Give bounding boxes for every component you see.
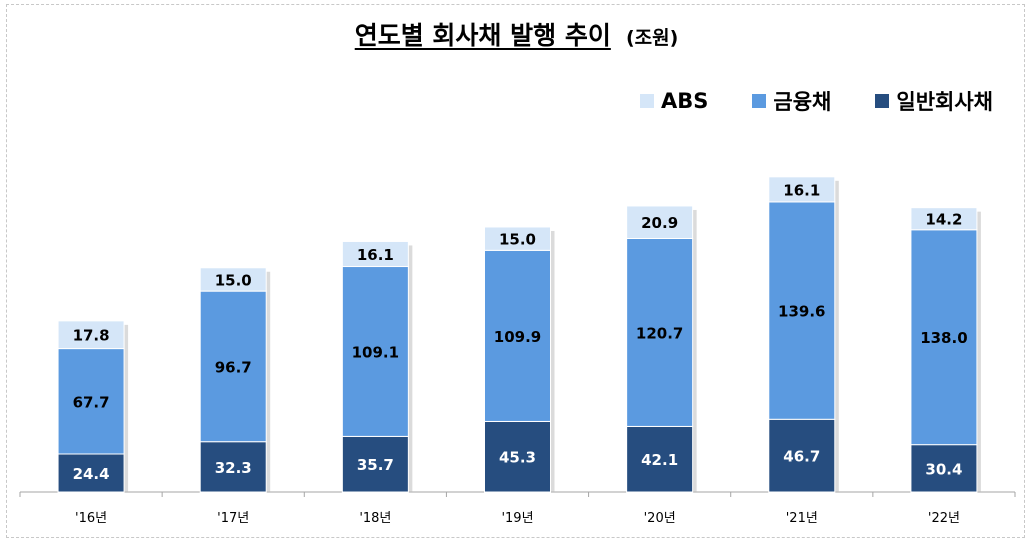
bar-segment xyxy=(484,249,551,422)
data-label: 15.0 xyxy=(499,231,536,249)
legend-label-financial-bonds: 금융채 xyxy=(773,90,832,114)
chart-title: 연도별 회사채 발행 추이 xyxy=(354,21,611,50)
bar-segment xyxy=(341,266,409,437)
bar-segment xyxy=(768,201,836,420)
x-tick-label: '22년 xyxy=(928,511,960,526)
data-label: 46.7 xyxy=(783,448,820,466)
bar-segment xyxy=(484,226,551,251)
x-tick-label: '20년 xyxy=(644,511,676,526)
data-label: 16.1 xyxy=(783,181,820,199)
data-label: 42.1 xyxy=(641,451,678,469)
x-tick-label: '16년 xyxy=(75,511,107,526)
legend-swatch-financial-bonds xyxy=(752,94,767,108)
bar-segment xyxy=(768,176,836,203)
bar-segment xyxy=(199,441,267,493)
chart-frame xyxy=(6,4,1025,538)
data-label: 109.1 xyxy=(352,343,399,361)
x-tick-label: '17년 xyxy=(217,511,249,526)
bar-segment xyxy=(626,425,694,493)
data-label: 45.3 xyxy=(499,449,536,467)
data-label: 35.7 xyxy=(357,456,394,474)
bar-segment xyxy=(199,267,267,292)
bar-segment xyxy=(341,435,409,493)
bar-segment xyxy=(626,205,694,239)
legend-label-general-corporate-bonds: 일반회사채 xyxy=(896,90,993,114)
data-label: 30.4 xyxy=(925,460,962,478)
data-label: 15.0 xyxy=(215,271,252,289)
legend-item-financial-bonds: 금융채 xyxy=(752,86,831,116)
title-block: 연도별 회사채 발행 추이 (조원) xyxy=(0,16,1033,52)
data-label: 17.8 xyxy=(73,327,110,345)
bar-segment xyxy=(626,237,694,427)
legend-item-general-corporate-bonds: 일반회사채 xyxy=(875,86,993,116)
bar-segment xyxy=(910,207,978,231)
x-tick-label: '19년 xyxy=(501,511,533,526)
x-tick-label: '18년 xyxy=(359,511,391,526)
bar-segment xyxy=(910,229,978,446)
data-label: 16.1 xyxy=(357,246,394,264)
data-label: 32.3 xyxy=(215,459,252,477)
legend-swatch-abs xyxy=(640,94,655,108)
data-label: 20.9 xyxy=(641,214,678,232)
data-label: 96.7 xyxy=(215,358,252,376)
bar-segment xyxy=(57,320,125,350)
data-label: 109.9 xyxy=(494,328,541,346)
bar-segment xyxy=(484,420,551,493)
x-tick-label: '21년 xyxy=(786,511,818,526)
legend: ABS 금융채 일반회사채 xyxy=(596,86,993,116)
bar-segment xyxy=(768,418,836,493)
data-label: 24.4 xyxy=(73,465,110,483)
bar-segment xyxy=(57,348,125,455)
data-label: 138.0 xyxy=(920,329,967,347)
legend-item-abs: ABS xyxy=(640,89,708,113)
bar-segment xyxy=(341,240,409,268)
bar-segment xyxy=(57,453,125,493)
data-label: 67.7 xyxy=(73,393,110,411)
data-label: 14.2 xyxy=(925,211,962,229)
chart-unit: (조원) xyxy=(625,27,679,49)
legend-label-abs: ABS xyxy=(661,89,709,113)
data-label: 120.7 xyxy=(636,324,683,342)
legend-swatch-general-corporate-bonds xyxy=(875,94,890,108)
data-label: 139.6 xyxy=(778,303,825,321)
